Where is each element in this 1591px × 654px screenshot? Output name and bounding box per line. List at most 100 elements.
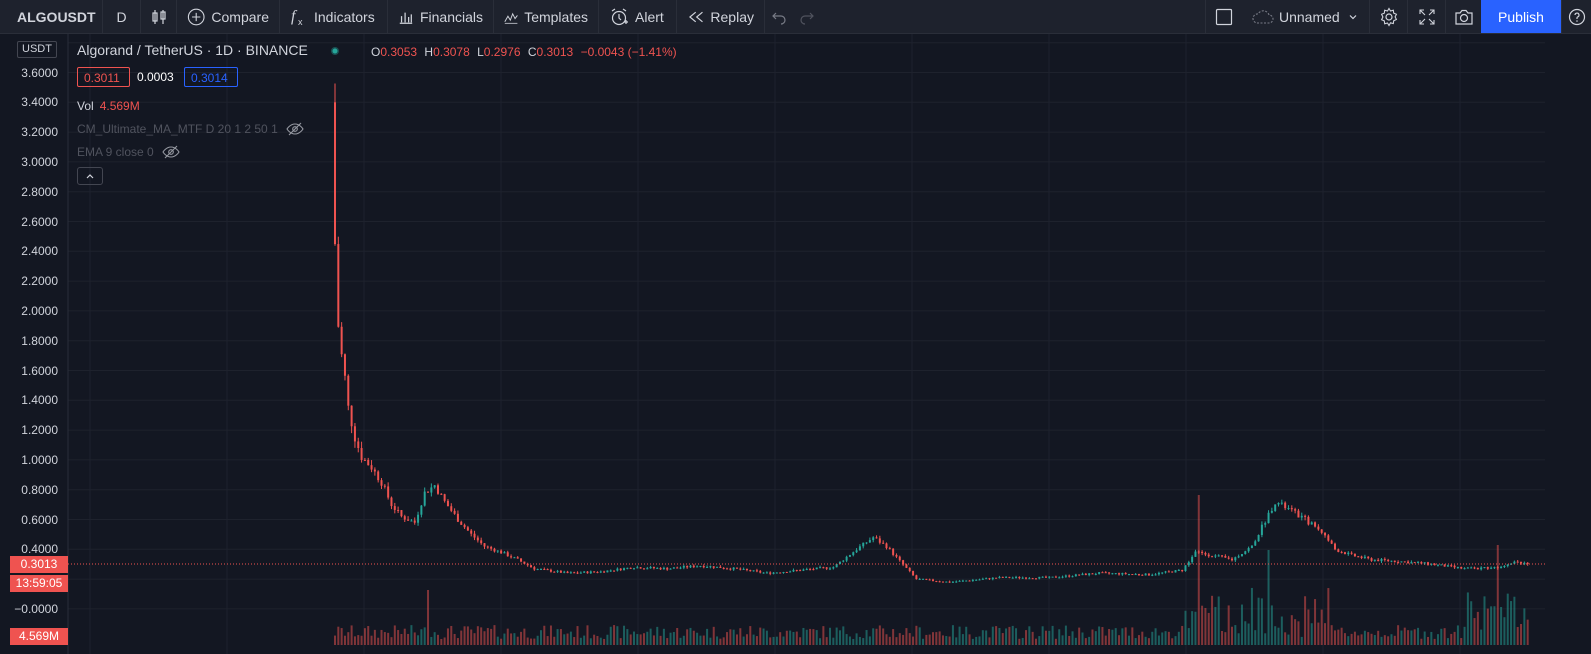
volume-bar <box>1473 618 1476 645</box>
volume-bar <box>576 626 579 645</box>
volume-bar <box>377 637 380 645</box>
volume-bar <box>1317 622 1320 645</box>
volume-bar <box>925 634 928 645</box>
volume-indicator-legend[interactable]: Vol 4.569M <box>77 99 140 113</box>
candle-body <box>1081 573 1084 576</box>
ema-indicator-legend[interactable]: EMA 9 close 0 <box>77 145 180 159</box>
volume-bar <box>679 637 682 645</box>
candle-body <box>709 566 712 568</box>
candle-body <box>1257 534 1260 542</box>
volume-bar <box>878 625 881 645</box>
price-axis-tick: 3.4000 <box>21 95 58 110</box>
volume-bar <box>1500 606 1503 645</box>
candle-body <box>1151 574 1154 576</box>
candle-body <box>583 571 586 573</box>
price-axis-tick: 0.8000 <box>21 482 58 497</box>
symbol-search-button[interactable]: ALGOUSDT <box>0 0 103 33</box>
candle-body <box>672 567 675 569</box>
candle-body <box>1473 567 1476 569</box>
volume-bar <box>1207 612 1210 645</box>
volume-bar <box>463 626 466 645</box>
layout-name-button[interactable]: Unnamed <box>1241 0 1369 33</box>
candle-body <box>1324 532 1327 536</box>
alert-button[interactable]: Alert <box>599 0 677 33</box>
interval-button[interactable]: D <box>103 0 141 33</box>
volume-bar <box>503 633 506 645</box>
volume-bar <box>516 636 519 645</box>
volume-bar <box>729 629 732 645</box>
candle-body <box>1280 502 1283 504</box>
volume-bar <box>1111 629 1114 645</box>
redo-button[interactable] <box>793 0 821 33</box>
currency-badge[interactable]: USDT <box>17 41 57 58</box>
volume-bar <box>845 634 848 645</box>
candle-body <box>961 580 964 582</box>
compare-button[interactable]: Compare <box>177 0 280 33</box>
layout-toggle-button[interactable] <box>1205 0 1241 33</box>
publish-button[interactable]: Publish <box>1481 0 1561 33</box>
candle-body <box>1211 556 1214 558</box>
snapshot-button[interactable] <box>1445 0 1481 33</box>
volume-bar <box>569 631 572 645</box>
ohlc-values: O0.3053 H0.3078 L0.2976 C0.3013 −0.0043 … <box>371 45 677 59</box>
candle-body <box>649 566 652 569</box>
volume-bar <box>1005 628 1008 645</box>
volume-bar <box>1403 627 1406 645</box>
collapse-legend-button[interactable] <box>77 167 103 185</box>
volume-bar <box>689 627 692 645</box>
volume-bar <box>633 631 635 645</box>
candle-body <box>902 560 905 565</box>
volume-bar <box>506 628 509 645</box>
candle-body <box>403 516 406 520</box>
volume-bar <box>1277 627 1280 645</box>
candle-body <box>745 568 748 571</box>
candle-body <box>1353 553 1356 557</box>
undo-button[interactable] <box>765 0 793 33</box>
candle-body <box>576 572 579 574</box>
candle-body <box>1167 571 1170 573</box>
hidden-eye-icon[interactable] <box>286 122 304 136</box>
candle-body <box>603 571 606 573</box>
volume-bar <box>1510 601 1513 645</box>
volume-bar <box>1446 638 1449 645</box>
volume-bar <box>596 635 599 645</box>
ask-price-box[interactable]: 0.3014 <box>184 67 238 87</box>
volume-bar <box>1098 626 1101 645</box>
hidden-eye-icon[interactable] <box>162 145 180 159</box>
templates-button[interactable]: Templates <box>494 0 599 33</box>
volume-bar <box>1074 637 1077 645</box>
cm-ma-label: CM_Ultimate_MA_MTF D 20 1 2 50 1 <box>77 122 278 136</box>
volume-bar <box>423 627 426 645</box>
candle-body <box>981 578 984 580</box>
volume-bar <box>1363 630 1366 645</box>
candle-body <box>922 578 925 580</box>
candle-body <box>1088 573 1091 576</box>
plus-circle-icon <box>187 8 205 25</box>
volume-bar <box>347 632 350 645</box>
financials-button[interactable]: Financials <box>388 0 494 33</box>
price-axis-tick: 2.8000 <box>21 184 58 199</box>
volume-bar <box>446 628 449 645</box>
volume-bar <box>1290 615 1293 645</box>
last-price-value: 0.3013 <box>20 557 58 571</box>
replay-icon <box>688 11 703 22</box>
candle-body <box>1015 576 1018 578</box>
settings-button[interactable] <box>1369 0 1407 33</box>
volume-bar <box>1247 623 1250 645</box>
cm-ma-indicator-legend[interactable]: CM_Ultimate_MA_MTF D 20 1 2 50 1 <box>77 122 304 136</box>
candle-body <box>1433 563 1436 566</box>
help-button[interactable] <box>1561 0 1591 33</box>
candle-body <box>400 510 403 517</box>
candles-icon <box>151 9 166 24</box>
volume-bar <box>493 625 496 645</box>
replay-button[interactable]: Replay <box>677 0 765 33</box>
candle-body <box>433 485 436 488</box>
fullscreen-button[interactable] <box>1407 0 1445 33</box>
chart-type-button[interactable] <box>141 0 177 33</box>
volume-bar <box>1064 625 1067 645</box>
candle-body <box>1005 576 1008 578</box>
bid-price-box[interactable]: 0.3011 <box>77 67 130 87</box>
